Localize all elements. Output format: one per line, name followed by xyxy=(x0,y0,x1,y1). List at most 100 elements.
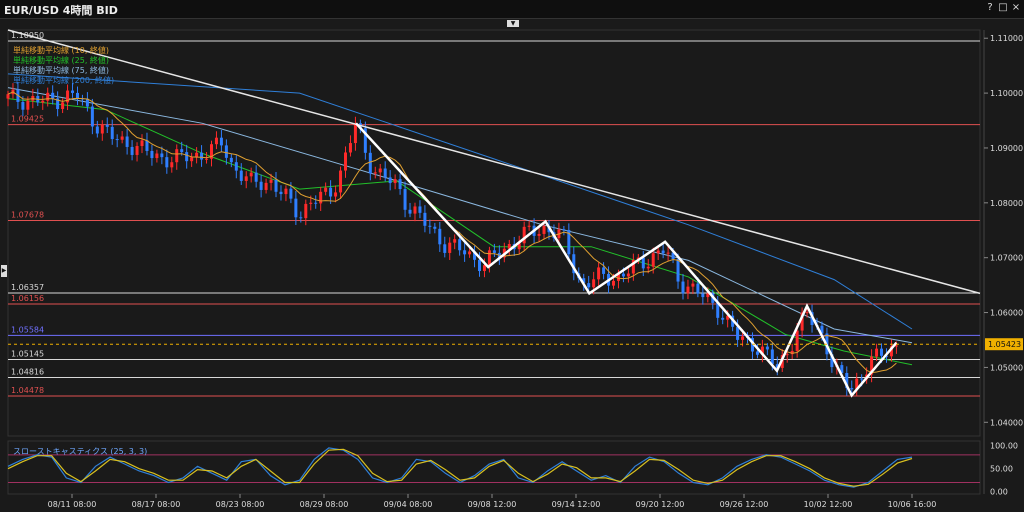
candle-body xyxy=(656,250,660,254)
candle-body xyxy=(334,192,338,197)
candle-body xyxy=(66,90,70,103)
candle-body xyxy=(244,176,248,181)
candle-body xyxy=(343,152,347,171)
candle-body xyxy=(170,162,174,168)
horizontal-level-label: 1.04478 xyxy=(11,386,44,395)
candle-body xyxy=(314,202,318,204)
candle-body xyxy=(840,365,844,373)
candle-body xyxy=(701,293,705,298)
candle-body xyxy=(160,153,164,158)
candle-body xyxy=(408,209,412,214)
resistance-trendline xyxy=(7,29,981,295)
candle-body xyxy=(755,351,759,355)
x-tick-label: 09/14 12:00 xyxy=(552,500,601,509)
candle-body xyxy=(373,172,377,174)
candle-body xyxy=(6,94,10,99)
help-icon[interactable]: ? xyxy=(987,2,993,13)
ma-25-line xyxy=(7,98,913,366)
candle-body xyxy=(572,254,576,274)
candle-body xyxy=(398,179,402,190)
candle-body xyxy=(860,378,864,380)
x-tick-label: 10/02 12:00 xyxy=(804,500,853,509)
candle-body xyxy=(214,137,218,145)
candle-body xyxy=(750,338,754,352)
candle-body xyxy=(403,189,407,210)
candle-body xyxy=(522,226,526,244)
candle-body xyxy=(443,244,447,253)
candle-body xyxy=(353,123,357,144)
candle-body xyxy=(71,90,75,93)
candle-body xyxy=(631,259,635,274)
candle-body xyxy=(145,140,149,151)
candle-body xyxy=(348,143,352,153)
stochastic-tick-label: 100.00 xyxy=(990,442,1018,451)
restore-icon[interactable]: □ xyxy=(998,2,1008,13)
candle-body xyxy=(319,191,323,204)
candle-body xyxy=(274,179,278,192)
candle-body xyxy=(269,179,273,183)
candle-body xyxy=(889,346,893,357)
candle-body xyxy=(458,239,462,251)
candle-body xyxy=(239,170,243,181)
candle-body xyxy=(805,312,809,314)
candle-body xyxy=(100,124,104,134)
y-tick-label: 1.07000 xyxy=(990,254,1023,263)
candle-body xyxy=(716,302,720,318)
x-tick-label: 08/17 08:00 xyxy=(132,500,181,509)
candle-body xyxy=(492,250,496,253)
candle-body xyxy=(46,92,50,101)
ma-200-line xyxy=(7,73,913,330)
candle-body xyxy=(641,257,645,269)
candle-body xyxy=(205,158,209,160)
candle-body xyxy=(339,170,343,193)
candle-body xyxy=(691,283,695,287)
candle-body xyxy=(259,181,263,190)
stochastic-tick-label: 50.00 xyxy=(990,465,1013,474)
candle-body xyxy=(130,146,134,155)
side-panel-toggle-icon[interactable]: ▶ xyxy=(1,265,7,277)
candle-body xyxy=(26,100,30,110)
candle-body xyxy=(736,326,740,340)
candle-body xyxy=(438,228,442,245)
candle-body xyxy=(487,250,491,266)
y-tick-label: 1.04000 xyxy=(990,418,1023,427)
candle-body xyxy=(413,206,417,214)
legend-ma-200: 単純移動平均線 (200, 終値) xyxy=(13,76,115,85)
candle-body xyxy=(567,229,571,255)
candle-body xyxy=(795,330,799,351)
candle-body xyxy=(527,225,531,227)
candle-body xyxy=(597,267,601,280)
candle-body xyxy=(190,157,194,162)
candle-body xyxy=(75,92,79,99)
legend-ma-75: 単純移動平均線 (75, 終値) xyxy=(13,66,110,75)
candle-body xyxy=(393,179,397,184)
close-icon[interactable]: × xyxy=(1011,2,1021,13)
candle-body xyxy=(671,252,675,260)
candle-body xyxy=(433,226,437,229)
stochastic-title: スローストキャスティクス (25, 3, 3) xyxy=(13,447,148,456)
candle-body xyxy=(770,349,774,365)
x-tick-label: 09/04 08:00 xyxy=(384,500,433,509)
candle-body xyxy=(294,198,298,218)
candle-body xyxy=(542,225,546,234)
candle-body xyxy=(165,157,169,168)
candle-body xyxy=(254,172,258,182)
candle-body xyxy=(626,273,630,277)
candle-body xyxy=(790,350,794,355)
y-tick-label: 1.05000 xyxy=(990,363,1023,372)
collapse-toggle-icon[interactable]: ▼ xyxy=(507,20,519,27)
candle-body xyxy=(870,356,874,375)
candle-body xyxy=(562,229,566,231)
candle-body xyxy=(388,177,392,184)
candle-body xyxy=(200,152,204,160)
candle-body xyxy=(150,150,154,159)
candle-body xyxy=(726,315,730,320)
candle-body xyxy=(696,283,700,294)
candle-body xyxy=(383,168,387,178)
candle-body xyxy=(473,251,477,260)
candle-body xyxy=(120,136,124,140)
current-price-label: 1.05423 xyxy=(988,340,1021,349)
candle-body xyxy=(209,144,213,159)
horizontal-level-label: 1.07678 xyxy=(11,210,44,219)
